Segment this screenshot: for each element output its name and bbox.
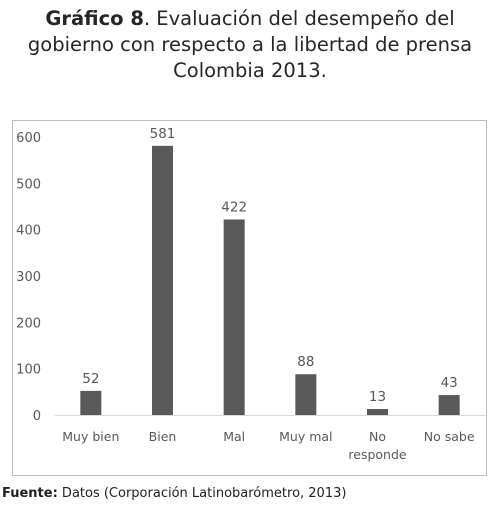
x-tick-label: No sabe (424, 429, 475, 444)
title-label: Gráfico 8 (45, 7, 144, 30)
y-tick-label: 0 (33, 409, 41, 424)
y-tick-label: 500 (16, 177, 41, 192)
y-tick-label: 200 (16, 316, 41, 331)
title-line-1-text: . Evaluación del desempeño del (143, 7, 455, 30)
x-tick-label: Mal (223, 429, 245, 444)
data-label: 88 (297, 354, 314, 370)
title-line-1: Gráfico 8. Evaluación del desempeño del (0, 6, 500, 32)
x-tick-label: responde (348, 447, 407, 462)
title-line-3: Colombia 2013. (173, 59, 327, 82)
data-label: 13 (369, 389, 386, 405)
bar (438, 395, 460, 415)
bar (80, 390, 102, 415)
y-tick-label: 100 (16, 363, 41, 378)
title-line-2: gobierno con respecto a la libertad de p… (27, 33, 473, 56)
data-label: 52 (82, 371, 99, 387)
y-tick-label: 400 (16, 224, 41, 239)
chart-frame (12, 120, 487, 476)
x-tick-label: No (369, 429, 386, 444)
bar (367, 408, 388, 415)
source-note: Fuente: Datos (Corporación Latinobarómet… (2, 486, 346, 501)
data-label: 43 (441, 375, 458, 391)
x-tick-label: Bien (149, 429, 177, 444)
data-label: 422 (221, 199, 247, 215)
source-label: Fuente: (2, 486, 58, 501)
x-tick-label: Muy mal (279, 429, 332, 444)
bar (223, 219, 245, 415)
y-tick-label: 300 (16, 270, 41, 285)
source-text: Datos (Corporación Latinobarómetro, 2013… (57, 486, 347, 501)
y-tick-label: 600 (16, 131, 41, 146)
data-label: 581 (150, 126, 176, 142)
x-tick-label: Muy bien (62, 429, 119, 444)
bar (152, 145, 173, 415)
chart-title: Gráfico 8. Evaluación del desempeño del … (0, 6, 500, 84)
bar (295, 374, 317, 415)
